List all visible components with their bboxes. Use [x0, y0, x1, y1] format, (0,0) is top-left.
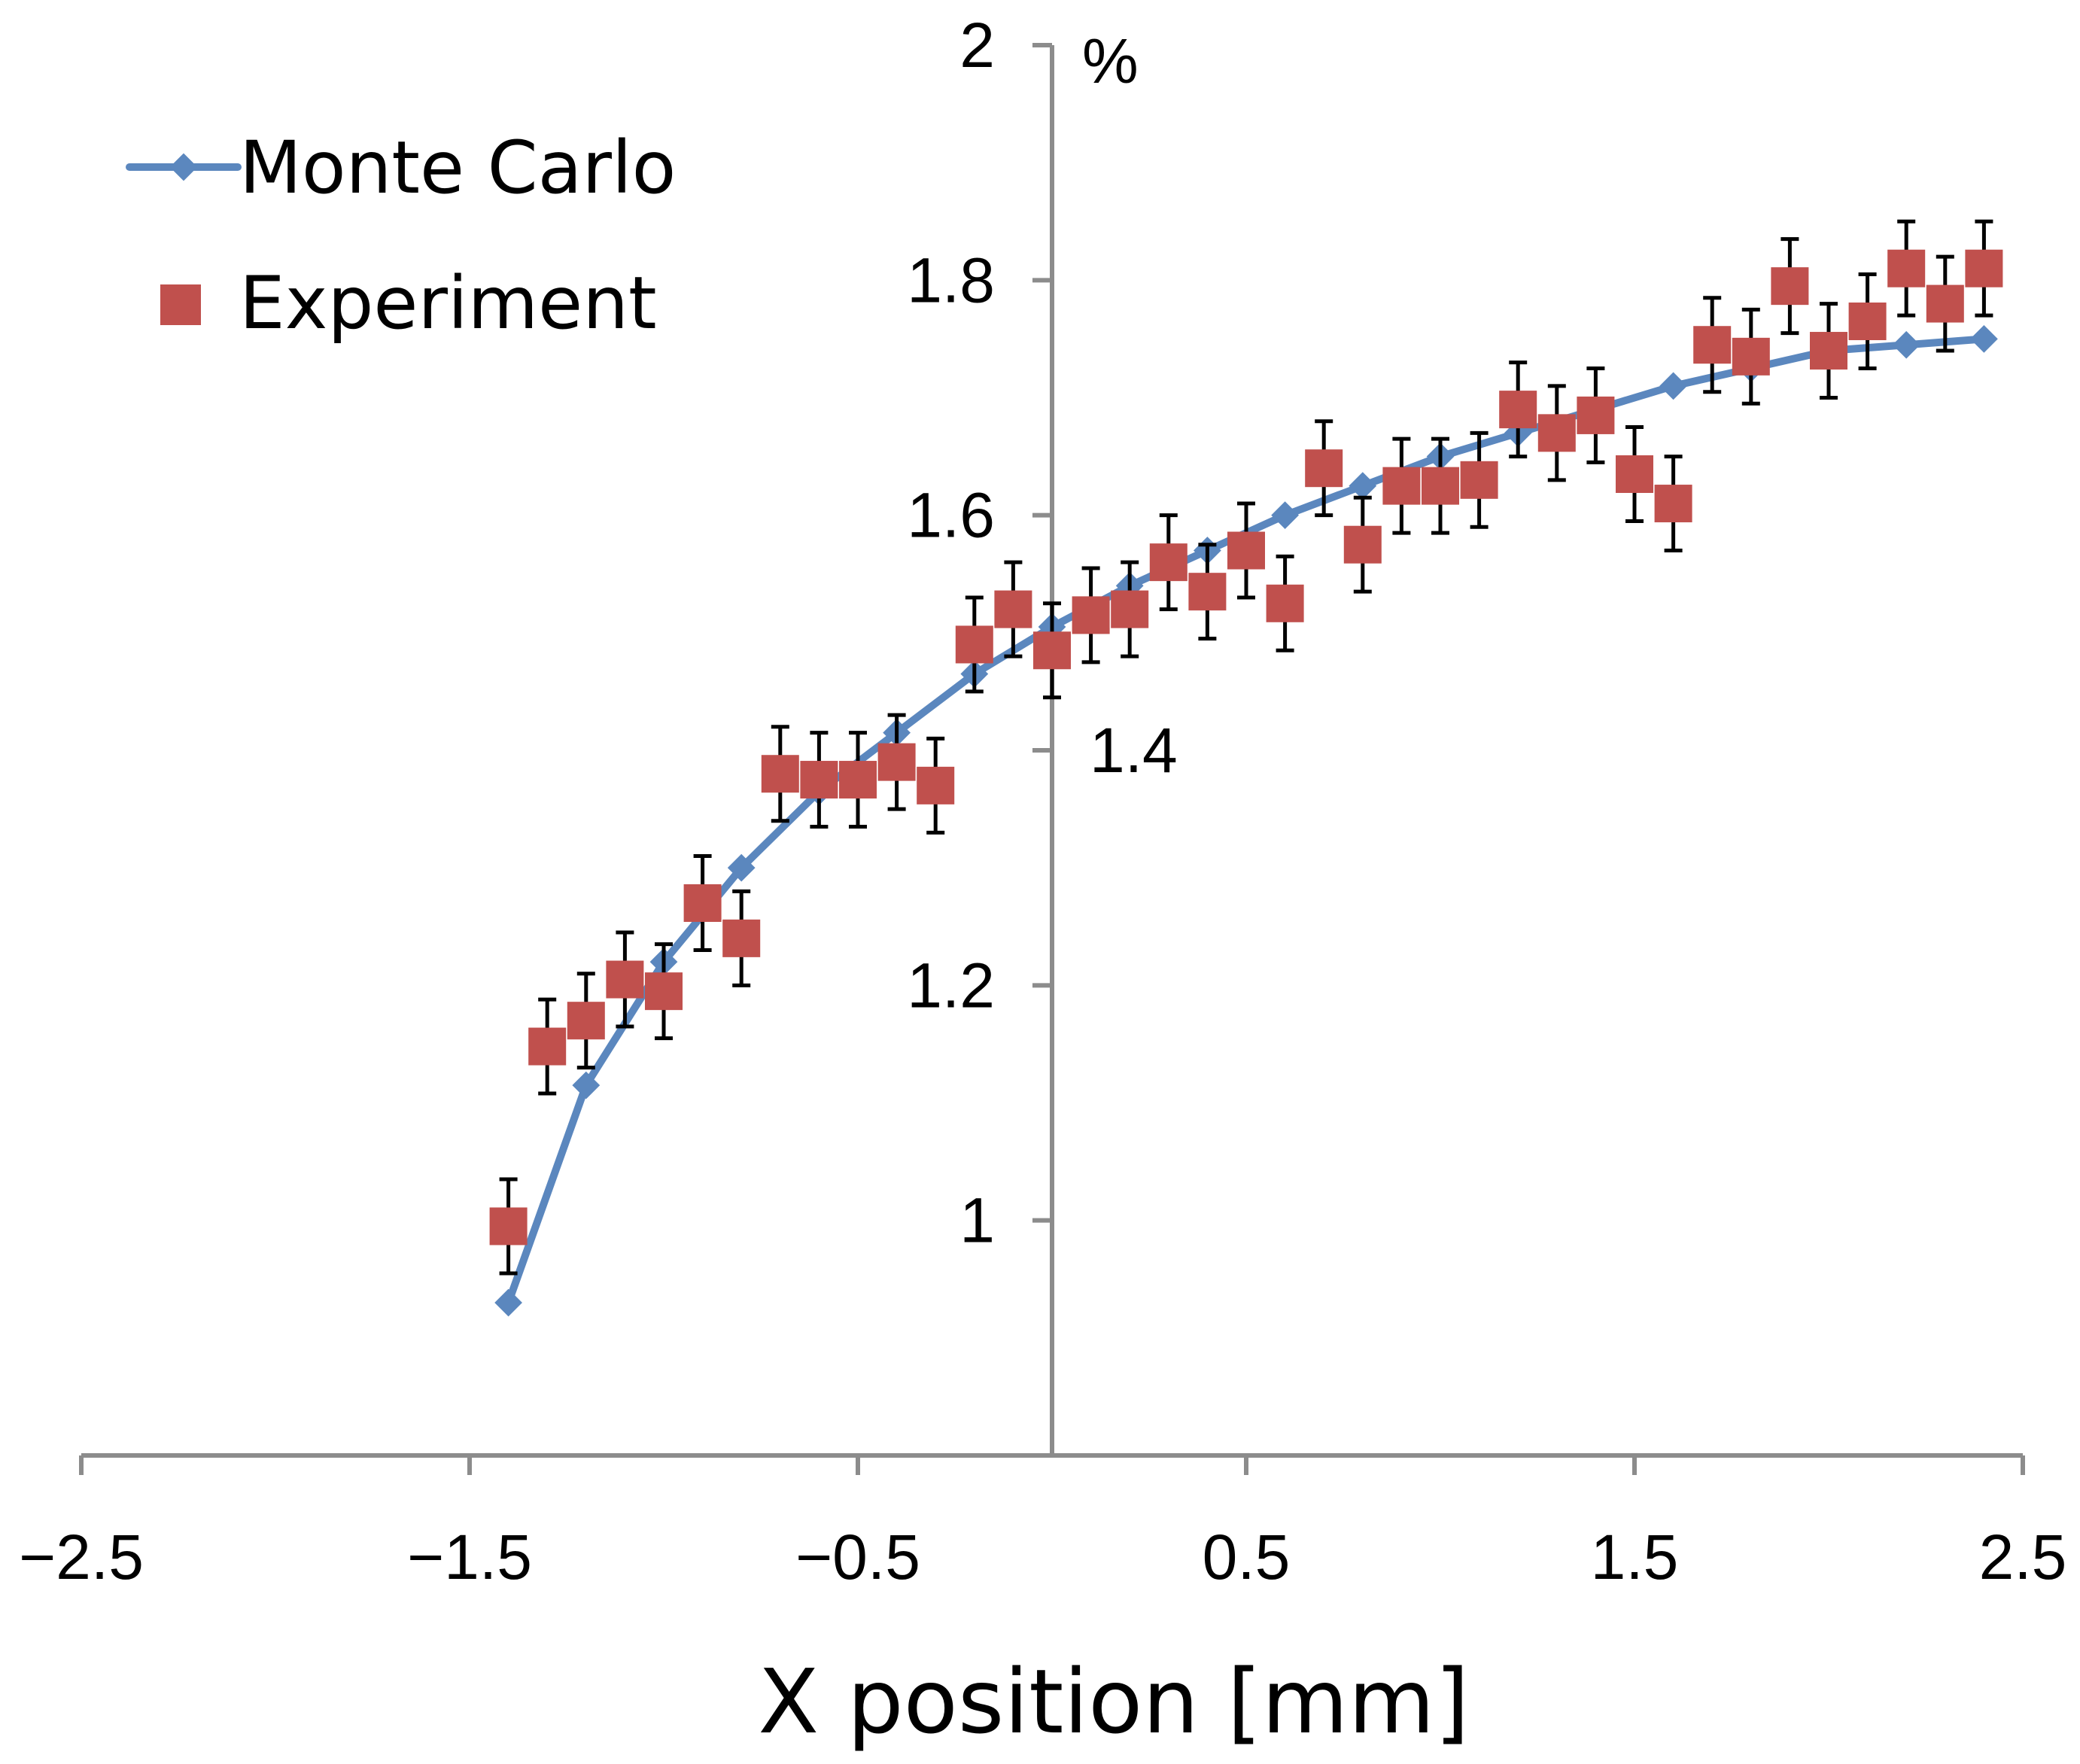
y-tick-label: 2	[959, 10, 995, 81]
monte-carlo-point	[727, 853, 756, 882]
x-tick-label: 2.5	[1979, 1522, 2067, 1592]
experiment-point	[1732, 337, 1770, 376]
experiment-point	[1616, 455, 1653, 494]
experiment-point	[1810, 332, 1847, 370]
y-tick-label: 1.2	[907, 950, 995, 1020]
monte-carlo-line	[504, 335, 1988, 1306]
monte-carlo-point	[1892, 330, 1920, 359]
experiment-point	[1577, 396, 1615, 434]
legend-experiment-square-icon	[160, 284, 201, 325]
monte-carlo-point	[1659, 372, 1687, 400]
experiment-point	[955, 625, 993, 664]
legend-monte-carlo-diamond-icon	[169, 153, 198, 181]
x-tick-label: 0.5	[1203, 1522, 1291, 1592]
y-tick-label: 1.8	[907, 245, 995, 315]
experiment-point	[1033, 631, 1071, 670]
experiment-point	[839, 761, 877, 799]
y-axis-ticks: 1 1.2 1.4 1.6 1.8 2	[907, 10, 1178, 1256]
legend-monte-carlo-label: Monte Carlo	[239, 126, 676, 210]
experiment-point	[1188, 573, 1227, 611]
legend-experiment-label: Experiment	[239, 261, 657, 345]
experiment-point	[1305, 449, 1343, 488]
experiment-point	[761, 755, 799, 793]
experiment-point	[994, 590, 1032, 628]
experiment-point	[1227, 531, 1265, 570]
monte-carlo-point	[1349, 472, 1377, 500]
experiment-point	[1266, 584, 1304, 622]
experiment-point	[1149, 543, 1187, 582]
experiment-point	[1771, 267, 1809, 306]
experiment-point	[722, 919, 761, 957]
experiment-point	[1537, 414, 1576, 452]
x-tick-label: −2.5	[19, 1522, 144, 1592]
experiment-point	[606, 960, 644, 999]
monte-carlo-point	[572, 1071, 601, 1099]
experiment-point	[1460, 461, 1498, 499]
x-axis-ticks: −2.5 −1.5 −0.5 0.5 1.5 2.5	[19, 1455, 2066, 1592]
experiment-point	[1848, 302, 1887, 340]
experiment-point	[1965, 249, 2003, 287]
experiment-point	[1382, 467, 1421, 505]
x-tick-label: −0.5	[795, 1522, 920, 1592]
experiment-point	[1926, 284, 1964, 323]
monte-carlo-point	[494, 1288, 522, 1317]
experiment-point	[683, 884, 722, 923]
y-tick-label: 1.4	[1090, 715, 1178, 786]
experiment-point	[1887, 249, 1926, 287]
x-tick-label: −1.5	[407, 1522, 532, 1592]
experiment-point	[1111, 590, 1149, 628]
monte-carlo-point	[1970, 325, 1998, 353]
experiment-point	[489, 1207, 528, 1245]
experiment-point	[1693, 326, 1732, 364]
monte-carlo-point	[1271, 501, 1299, 530]
x-tick-label: 1.5	[1591, 1522, 1679, 1592]
experiment-point	[917, 766, 955, 804]
experiment-point	[645, 972, 683, 1011]
experiment-point	[1654, 485, 1692, 523]
experiment-point	[1343, 525, 1382, 564]
experiment-series	[489, 219, 2003, 1276]
y-tick-label: 1	[959, 1185, 995, 1256]
experiment-point	[1499, 391, 1537, 429]
legend: Monte Carlo Experiment	[126, 126, 676, 345]
experiment-point	[877, 743, 916, 781]
y-tick-label: 1.6	[907, 480, 995, 551]
experiment-point	[567, 1002, 605, 1040]
y-axis-unit-label: %	[1082, 26, 1139, 96]
experiment-point	[1422, 467, 1459, 505]
monte-carlo-series	[494, 325, 1998, 1317]
experiment-point	[800, 761, 838, 799]
experiment-point	[1072, 596, 1110, 634]
experiment-point	[528, 1027, 567, 1066]
x-axis-title: X position [mm]	[758, 1650, 1469, 1753]
